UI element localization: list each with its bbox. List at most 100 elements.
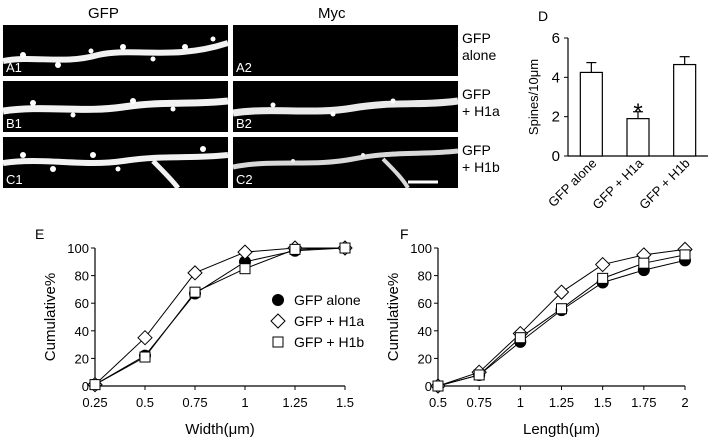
panel-letter-f: F — [400, 226, 409, 242]
point-gfp-h1b — [139, 351, 151, 363]
point-gfp-h1b — [473, 369, 485, 381]
y-axis-title: Cumulative% — [385, 273, 402, 361]
significance-marker: * — [633, 99, 642, 126]
micrograph-b2: B2 — [233, 81, 458, 132]
series-line — [437, 254, 686, 387]
point-gfp-h1b — [289, 243, 301, 255]
point-gfp-h1a — [553, 284, 570, 300]
micrograph-b1: B1 — [3, 81, 228, 132]
y-tick-label: 6 — [552, 30, 560, 47]
micrograph-a2: A2 — [233, 25, 458, 76]
point-gfp-h1a — [137, 329, 153, 346]
point-gfp-h1b — [432, 380, 444, 392]
bar — [579, 71, 603, 157]
dendrite-image-c2 — [233, 148, 458, 188]
panel-letter-d: D — [538, 8, 549, 24]
point-gfp-h1b — [189, 286, 201, 298]
x-tick-label: 0.25 — [82, 395, 107, 410]
y-tick-label: 80 — [418, 269, 432, 284]
x-tick-label: 1 — [241, 395, 248, 410]
micrograph-c2: C2 — [233, 137, 458, 188]
dendrite-image-c1 — [3, 146, 228, 188]
point-gfp-h1a — [187, 265, 203, 281]
x-tick-label: 1.75 — [631, 395, 656, 410]
y-tick-label: 0 — [552, 148, 560, 165]
dendrite-image-b2 — [233, 97, 458, 117]
point-gfp-h1b — [679, 249, 691, 261]
series-line — [437, 259, 686, 387]
point-gfp-h1b — [514, 332, 526, 344]
x-tick-label: 1.25 — [549, 395, 574, 410]
y-axis-title: Cumulative% — [42, 273, 59, 361]
panel-tag-b1: B1 — [6, 116, 22, 131]
panel-tag-a2: A2 — [236, 60, 252, 75]
dendrite-image-b1 — [3, 97, 228, 118]
panel-letter-e: E — [35, 226, 45, 242]
column-header-myc: Myc — [318, 5, 346, 22]
row-label-b-line1: GFP — [462, 86, 491, 102]
point-gfp-h1b — [89, 379, 101, 391]
point-gfp-h1b — [638, 257, 650, 269]
y-axis-title: Spines/10μm — [526, 59, 541, 135]
x-tick-label: 2 — [681, 395, 688, 410]
column-header-gfp: GFP — [88, 5, 119, 22]
x-axis-title: Length(μm) — [523, 421, 600, 438]
series-line — [94, 247, 345, 385]
point-gfp-h1a — [237, 244, 253, 260]
point-gfp-h1a — [594, 256, 611, 273]
panel-tag-c1: C1 — [6, 172, 23, 187]
x-tick-label: GFP + H1b — [636, 156, 693, 213]
point-gfp-h1b — [597, 272, 609, 284]
series-line — [94, 247, 346, 386]
legend-label: GFP + H1b — [294, 334, 364, 350]
x-tick-label: 1.5 — [594, 395, 612, 410]
point-gfp-alone — [272, 294, 284, 306]
y-tick-label: 100 — [67, 241, 89, 256]
y-tick-label: 20 — [418, 351, 432, 366]
y-tick-label: 40 — [75, 324, 89, 339]
row-label-a: GFP alone — [462, 30, 496, 64]
panel-tag-b2: B2 — [236, 116, 252, 131]
micrograph-a1: A1 — [3, 25, 228, 76]
y-tick-label: 60 — [75, 296, 89, 311]
point-gfp-h1b — [556, 303, 567, 315]
row-label-c: GFP + H1b — [462, 142, 500, 176]
y-tick-label: 80 — [75, 269, 89, 284]
x-tick-label: 0.5 — [429, 395, 447, 410]
row-label-c-line1: GFP — [462, 142, 491, 158]
y-tick-label: 2 — [552, 109, 560, 126]
x-tick-label: 1 — [517, 395, 524, 410]
y-tick-label: 40 — [418, 324, 432, 339]
y-tick-label: 20 — [75, 351, 89, 366]
legend-label: GFP alone — [294, 292, 361, 308]
row-label-b: GFP + H1a — [462, 86, 500, 120]
y-tick-label: 100 — [410, 241, 432, 256]
legend-label: GFP + H1a — [294, 313, 364, 329]
panel-tag-a1: A1 — [6, 60, 22, 75]
chart-e-width: 0 20 40 60 80 100 0.25 0.5 0.75 1 1.25 1.5 Width(μm)… — [42, 240, 364, 438]
micrograph-c1: C1 — [3, 137, 228, 188]
x-tick-label: 1.5 — [336, 395, 354, 410]
x-tick-label: 0.75 — [182, 395, 207, 410]
x-tick-label: 0.5 — [136, 395, 154, 410]
y-tick-label: 60 — [418, 296, 432, 311]
x-axis-title: Width(μm) — [185, 421, 254, 438]
row-label-a-line2: alone — [462, 47, 497, 63]
series-line — [94, 247, 346, 386]
y-tick-label: 0 — [82, 379, 89, 394]
point-gfp-h1b — [272, 336, 284, 348]
point-gfp-h1b — [239, 263, 251, 275]
row-label-a-line1: GFP — [462, 30, 491, 46]
row-label-c-line2: + H1b — [462, 159, 500, 175]
row-label-b-line2: + H1a — [462, 103, 500, 119]
y-tick-label: 4 — [552, 69, 560, 86]
point-gfp-h1b — [339, 242, 351, 254]
bar — [673, 63, 697, 157]
point-gfp-h1a — [270, 313, 286, 329]
x-tick-label: 0.75 — [467, 395, 492, 410]
y-tick-label: 0 — [425, 379, 432, 394]
chart-f-length: 0 20 40 60 80 100 0.5 0.75 1 1.25 1.5 1.75 2 Length(μ… — [385, 241, 693, 438]
dendrite-image-a1 — [3, 36, 228, 68]
panel-tag-c2: C2 — [236, 172, 253, 187]
